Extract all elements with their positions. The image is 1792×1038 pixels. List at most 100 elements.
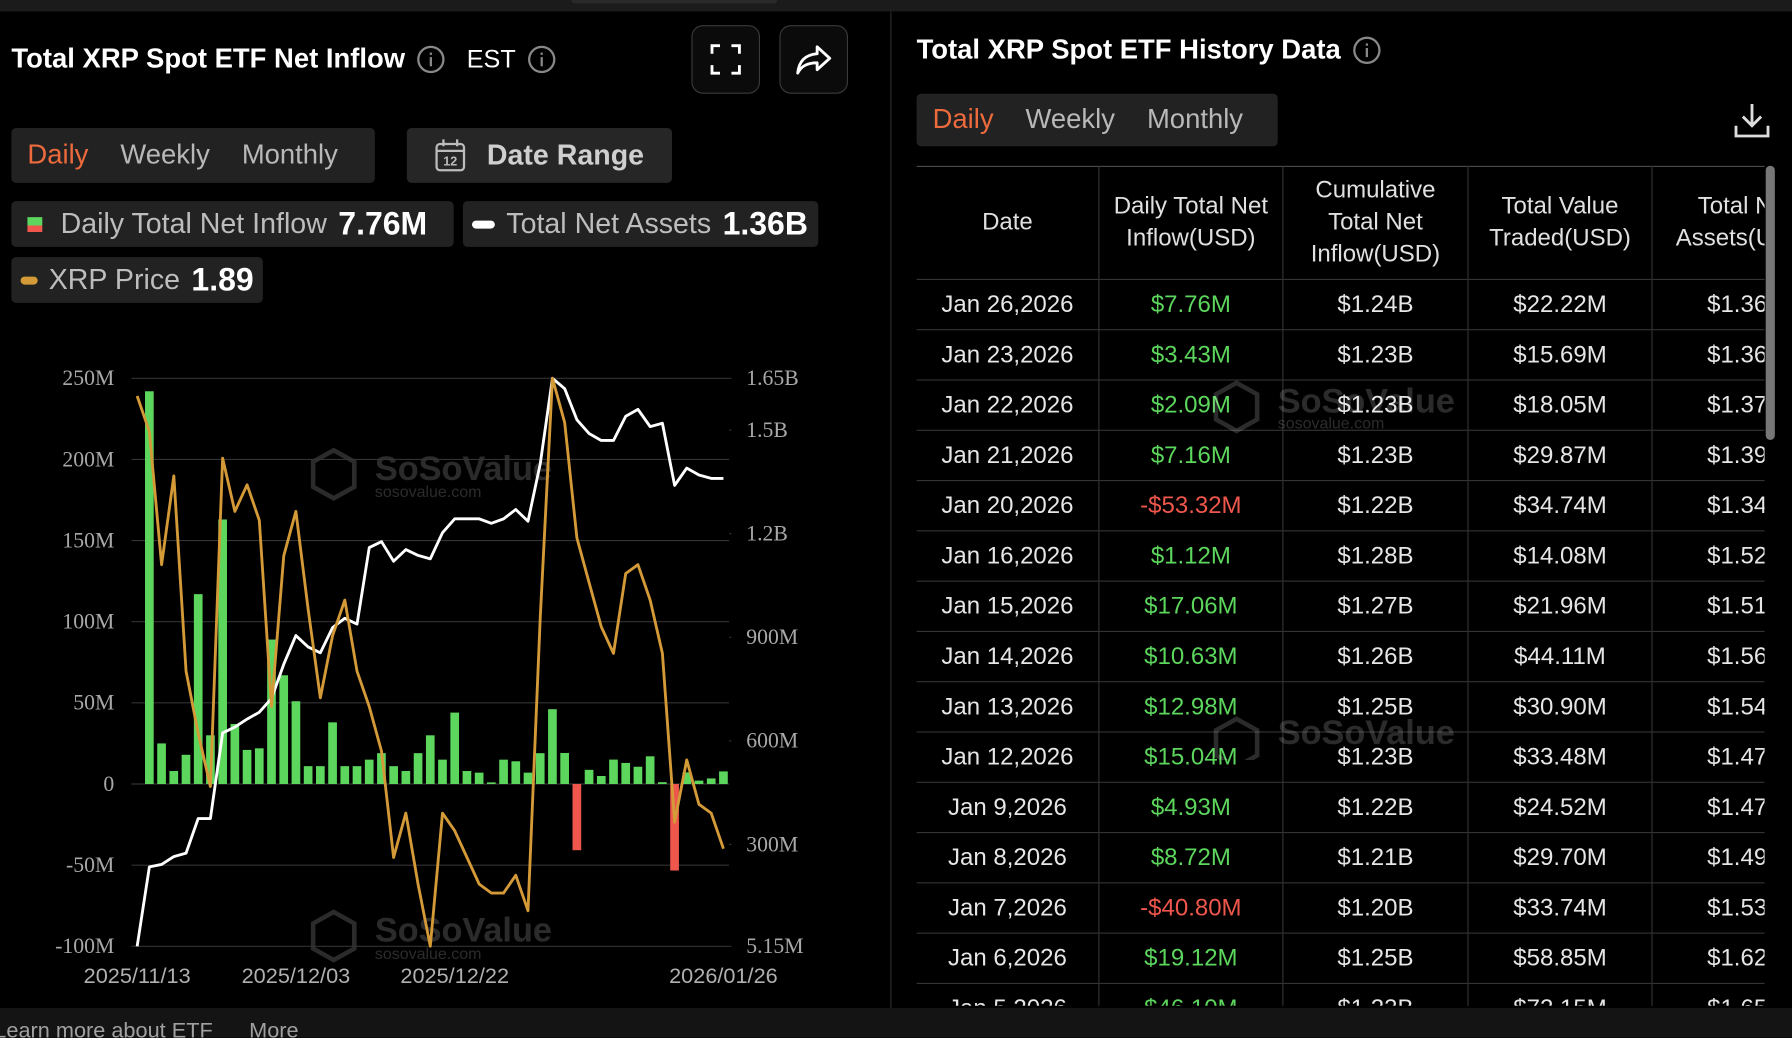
table-cell: $33.74M	[1467, 882, 1653, 934]
table-row: Jan 21,2026$7.16M$1.23B$29.87M$1.39B	[916, 429, 1765, 482]
table-cell: $7.76M	[1098, 278, 1284, 331]
legend-item[interactable]: Daily Total Net Inflow 7.76M	[11, 201, 454, 247]
download-button[interactable]	[1733, 101, 1772, 140]
bar	[377, 753, 386, 784]
tab[interactable]: Daily	[932, 103, 994, 135]
table-cell: Jan 5,2026	[916, 982, 1100, 1006]
legend-label: Total Net Assets	[506, 207, 712, 240]
table-row: Jan 23,2026$3.43M$1.23B$15.69M$1.36B	[916, 329, 1765, 381]
table-cell: $1.28B	[1282, 530, 1469, 582]
y-tick-label: 100M	[62, 610, 114, 634]
bar	[694, 780, 704, 784]
legend-swatch	[20, 275, 38, 284]
bar	[254, 748, 264, 784]
footer: Learn more about ETF More	[0, 1007, 1792, 1038]
bar	[157, 743, 166, 784]
footer-link[interactable]: More	[249, 1019, 299, 1038]
table-cell: Jan 9,2026	[916, 781, 1100, 834]
bar	[511, 761, 521, 784]
table-cell: $44.11M	[1467, 630, 1653, 683]
table-cell: $1.47B	[1651, 731, 1765, 783]
table-cell: Jan 6,2026	[916, 932, 1100, 984]
bar	[193, 594, 203, 784]
table-cell: $1.51B	[1651, 580, 1765, 632]
period-tabs: Daily Weekly Monthly	[11, 127, 375, 183]
table-cell: $72.15M	[1467, 982, 1653, 1006]
fullscreen-button[interactable]	[691, 25, 760, 94]
table-cell: Jan 21,2026	[916, 429, 1100, 482]
table-cell: Jan 8,2026	[916, 831, 1100, 884]
legend-value: 1.36B	[722, 205, 808, 242]
x-tick-label: 2025/12/22	[400, 963, 509, 988]
y2-tick-label: 5.15M	[746, 934, 803, 958]
date-range-label: Date Range	[486, 138, 645, 171]
legend-label: Daily Total Net Inflow	[60, 207, 327, 240]
table-cell: $1.21B	[1282, 831, 1469, 884]
info-icon[interactable]	[1352, 35, 1382, 65]
tab[interactable]: Monthly	[1146, 103, 1244, 135]
bar	[316, 766, 325, 784]
table-cell: $18.05M	[1467, 379, 1653, 431]
column-header: Date	[916, 165, 1100, 280]
table-cell: Jan 13,2026	[916, 681, 1100, 733]
tab[interactable]: Daily	[27, 139, 89, 171]
table-cell: $1.23B	[1282, 982, 1469, 1006]
table-cell: $1.25B	[1282, 681, 1469, 733]
y2-tick-label: 900M	[746, 625, 798, 649]
tab[interactable]: Weekly	[1025, 103, 1115, 135]
table-row: Jan 20,2026-$53.32M$1.22B$34.74M$1.34B	[916, 479, 1765, 532]
chart: SoSoValue sosovalue.com SoSoValue sosova…	[55, 366, 803, 988]
table-cell: $4.93M	[1098, 781, 1284, 834]
bar	[218, 519, 227, 784]
table-cell: $46.10M	[1098, 982, 1284, 1006]
tab[interactable]: Monthly	[241, 139, 338, 171]
table-cell: Jan 7,2026	[916, 882, 1100, 934]
date-range-button[interactable]: 12 Date Range	[406, 127, 672, 183]
bar	[352, 766, 362, 784]
table-cell: $1.24B	[1282, 278, 1469, 331]
bar	[169, 771, 179, 784]
table-row: Jan 15,2026$17.06M$1.27B$21.96M$1.51B	[916, 580, 1765, 632]
table-cell: $24.52M	[1467, 781, 1653, 834]
legend-value: 7.76M	[338, 205, 428, 242]
table-cell: Jan 20,2026	[916, 479, 1100, 532]
tab[interactable]: Weekly	[120, 139, 210, 171]
table-cell: $8.72M	[1098, 831, 1284, 884]
watermark-brand: SoSoValue	[375, 450, 552, 488]
bar	[523, 772, 533, 784]
scrollbar[interactable]	[1765, 165, 1775, 440]
table-cell: $14.08M	[1467, 530, 1653, 582]
table-cell: $21.96M	[1467, 580, 1653, 632]
share-button[interactable]	[779, 25, 848, 94]
watermark: SoSoValue sosovalue.com	[310, 909, 552, 963]
column-header: Total Value Traded(USD)	[1467, 165, 1653, 280]
table-cell: Jan 22,2026	[916, 379, 1100, 431]
info-icon[interactable]	[527, 45, 557, 75]
bar	[633, 766, 643, 784]
table-cell: $29.70M	[1467, 831, 1653, 884]
bar	[291, 701, 301, 784]
x-tick-label: 2025/11/13	[84, 963, 191, 988]
bar	[242, 749, 252, 784]
legend-label: XRP Price	[48, 263, 180, 296]
table-cell: $34.74M	[1467, 479, 1653, 532]
table-cell: $1.22B	[1282, 781, 1469, 834]
table-cell: $1.56B	[1651, 630, 1765, 683]
y-tick-label: -50M	[66, 853, 114, 877]
chart-header: Total XRP Spot ETF Net Inflow EST	[11, 43, 556, 75]
bar	[279, 675, 289, 784]
legend-item[interactable]: XRP Price 1.89	[11, 257, 263, 303]
share-icon	[796, 45, 832, 75]
bar	[658, 782, 667, 784]
x-tick-label: 2025/12/03	[242, 963, 351, 988]
info-icon[interactable]	[416, 45, 446, 75]
y-tick-label: 200M	[62, 447, 114, 471]
legend-item[interactable]: Total Net Assets 1.36B	[462, 201, 819, 247]
bar	[572, 783, 582, 851]
period-tabs: Daily Weekly Monthly	[916, 93, 1278, 147]
x-tick-label: 2026/01/26	[669, 963, 778, 988]
table-cell: $29.87M	[1467, 429, 1653, 482]
expand-icon	[710, 44, 741, 75]
table-cell: $1.37B	[1651, 379, 1765, 431]
history-table: Date Daily Total Net Inflow(USD) Cumulativ…	[916, 165, 1765, 1006]
